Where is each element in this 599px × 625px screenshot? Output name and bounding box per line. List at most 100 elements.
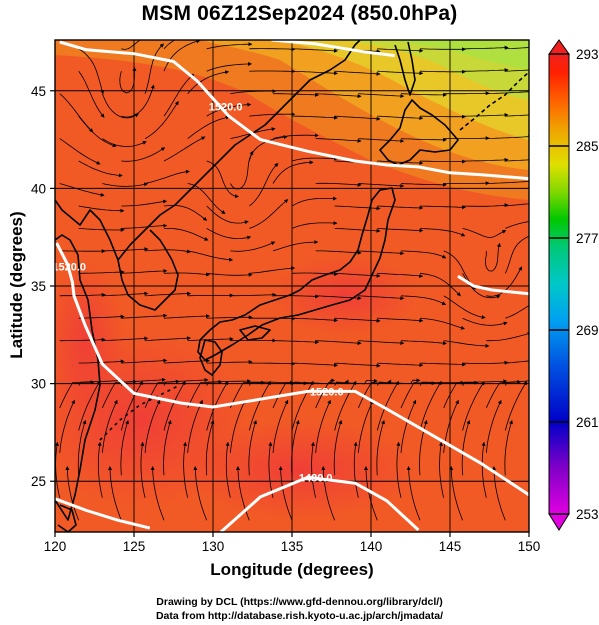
streamline [187, 250, 234, 262]
y-axis-ticks: 25 30 35 40 45 [31, 84, 55, 489]
streamline [163, 380, 186, 431]
streamline [145, 291, 191, 297]
credit-drawing: Drawing by DCL (https://www.gfd-dennou.o… [156, 596, 443, 608]
streamline [291, 419, 300, 476]
streamline [119, 66, 137, 94]
streamline [78, 314, 125, 319]
streamline [272, 294, 319, 299]
streamline [291, 48, 338, 53]
streamline [376, 380, 399, 431]
streamline [400, 92, 447, 97]
streamline [419, 362, 466, 367]
streamline [486, 134, 529, 139]
streamline [377, 160, 424, 166]
streamline [121, 40, 141, 50]
coast-russia [55, 40, 361, 261]
streamline [121, 268, 168, 274]
coast-sakhalin [394, 41, 416, 96]
coast-shikoku [239, 325, 271, 341]
streamline [315, 399, 331, 453]
streamline [78, 378, 124, 386]
streamline [462, 381, 485, 431]
streamline [310, 441, 317, 498]
colorbar-tick-label: 293 [576, 47, 599, 62]
streamline [206, 61, 253, 72]
streamline [376, 378, 421, 386]
streamline [65, 466, 80, 521]
x-axis-label: Longitude (degrees) [210, 560, 374, 579]
streamline [163, 136, 206, 162]
streamline [59, 138, 101, 165]
colorbar-tick-label: 277 [576, 231, 599, 246]
streamline [206, 315, 253, 320]
streamline [272, 381, 308, 409]
x-tick-label: 120 [44, 539, 67, 554]
streamline [145, 249, 191, 254]
x-tick-label: 150 [518, 539, 541, 554]
streamline [272, 160, 314, 184]
streamline [102, 182, 149, 187]
streamline [272, 240, 319, 252]
colorbar-bottom-arrow [548, 513, 570, 531]
streamline [206, 42, 253, 50]
streamline [78, 270, 125, 275]
streamline [315, 250, 362, 255]
streamline [102, 336, 149, 342]
streamline [334, 115, 381, 121]
streamline [315, 93, 362, 99]
streamline [120, 419, 129, 476]
coast-korea [117, 229, 179, 311]
streamline [291, 115, 338, 120]
streamline [462, 379, 508, 386]
streamline [187, 115, 230, 139]
streamline [505, 221, 529, 229]
streamline [273, 92, 319, 97]
streamline [206, 272, 253, 277]
streamline [163, 314, 210, 319]
streamline [108, 466, 122, 521]
streamline [315, 138, 362, 143]
streamline [248, 419, 257, 476]
streamline [206, 380, 229, 431]
streamline [97, 441, 103, 498]
streamline [419, 228, 466, 237]
streamline [205, 419, 215, 476]
streamline [334, 272, 381, 278]
streamline [206, 160, 239, 199]
streamline [278, 466, 293, 521]
streamline [462, 68, 509, 73]
streamline [291, 380, 314, 431]
streamline [121, 147, 166, 162]
streamline [55, 441, 61, 498]
streamline [461, 419, 471, 476]
streamline [443, 136, 490, 141]
warm-region-south [180, 420, 420, 520]
streamline [334, 317, 381, 323]
colorbar-scale [548, 53, 570, 515]
streamline [225, 441, 231, 498]
streamline [78, 70, 105, 118]
streamline [291, 70, 338, 76]
streamline [377, 48, 424, 53]
streamline [230, 89, 277, 95]
streamline [121, 377, 166, 386]
streamline [486, 266, 523, 297]
streamline [462, 45, 509, 50]
streamline [504, 235, 529, 274]
streamline [78, 205, 125, 213]
streamline [400, 295, 447, 305]
streamline [140, 441, 146, 498]
streamline [358, 295, 405, 301]
streamline [249, 266, 296, 274]
streamline [449, 466, 463, 521]
streamline [268, 441, 274, 498]
coastlines [55, 40, 529, 532]
streamline [144, 43, 164, 94]
streamline [419, 317, 465, 330]
streamline [121, 84, 155, 118]
streamline [406, 466, 421, 521]
streamline [248, 380, 294, 386]
streamline [59, 399, 75, 453]
streamline [230, 399, 246, 453]
streamline [334, 70, 381, 76]
